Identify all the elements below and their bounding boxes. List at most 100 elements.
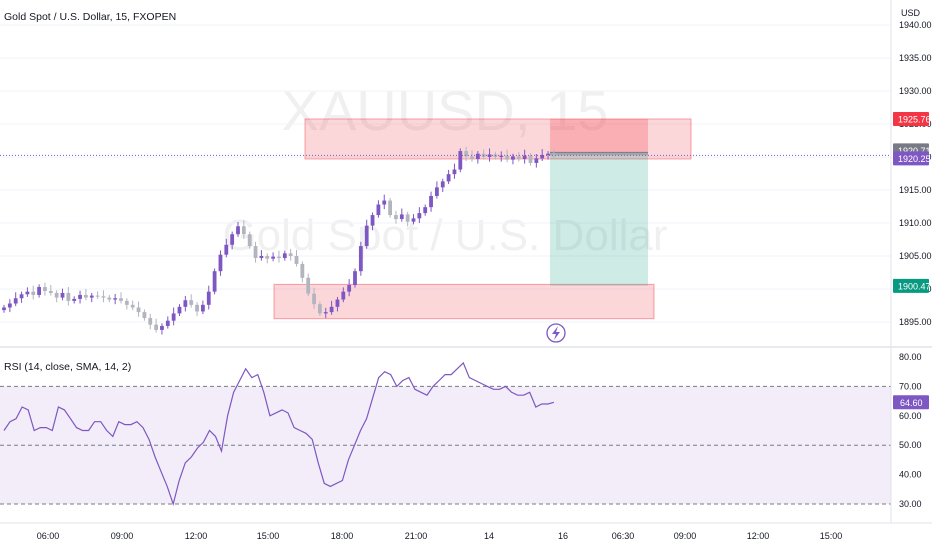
price-tag-label: 1920.25 (898, 154, 931, 164)
price-tick-label: 1915.00 (899, 185, 932, 195)
candle-body (283, 253, 287, 258)
candle-body (412, 218, 416, 221)
candle-body (102, 296, 106, 297)
candle-body (330, 307, 334, 312)
candle-body (359, 246, 363, 271)
candle-body (476, 154, 480, 159)
candle-body (195, 305, 199, 312)
candle-body (8, 304, 12, 308)
candle-body (341, 292, 345, 300)
candle-body (61, 293, 65, 298)
candle-body (113, 298, 117, 299)
time-tick-label: 15:00 (820, 531, 843, 541)
lightning-icon[interactable] (547, 324, 565, 342)
candle-body (336, 300, 340, 307)
price-tag-label: 1925.76 (898, 114, 931, 124)
candle-body (505, 156, 509, 160)
candle-body (499, 156, 503, 157)
candle-body (172, 313, 176, 320)
candle-body (406, 214, 410, 221)
candle-body (207, 292, 211, 305)
time-tick-label: 09:00 (111, 531, 134, 541)
candle-body (429, 196, 433, 207)
candle-body (20, 294, 24, 298)
candle-body (72, 299, 76, 301)
candle-body (517, 156, 521, 159)
rsi-title[interactable]: RSI (14, close, SMA, 14, 2) (4, 361, 131, 373)
time-tick-label: 16 (558, 531, 568, 541)
candle-body (137, 307, 141, 312)
candle-body (312, 294, 316, 305)
price-tick-label: 1930.00 (899, 86, 932, 96)
candle-body (295, 256, 299, 264)
candle-body (213, 271, 217, 291)
rsi-tick-label: 30.00 (899, 499, 922, 509)
time-tick-label: 15:00 (257, 531, 280, 541)
time-tick-label: 06:00 (37, 531, 60, 541)
candle-body (318, 304, 322, 313)
candle-body (453, 170, 457, 175)
candle-body (143, 312, 147, 318)
candle-body (353, 271, 357, 285)
candle-body (394, 215, 398, 219)
candle-body (119, 298, 123, 301)
candle-body (534, 158, 538, 163)
time-axis[interactable]: 06:00 09:00 12:00 15:00 18:00 21:00 14 16 06:30 0… (37, 531, 843, 541)
candle-body (347, 285, 351, 292)
candle-body (66, 293, 70, 301)
candle-body (435, 187, 439, 196)
candle-body (90, 296, 94, 298)
rsi-tick-label: 50.00 (899, 440, 922, 450)
time-tick-label: 09:00 (674, 531, 697, 541)
candle-body (324, 312, 328, 313)
price-tick-label: 1935.00 (899, 53, 932, 63)
price-tags: 1925.761920.711920.251900.47 (893, 112, 931, 293)
candle-body (183, 300, 187, 307)
candle-body (377, 205, 381, 216)
candle-body (131, 305, 135, 308)
candle-body (400, 214, 404, 219)
price-tick-label: 1940.00 (899, 20, 932, 30)
candle-body (96, 296, 100, 297)
price-tick-label: 1905.00 (899, 251, 932, 261)
candle-body (166, 321, 170, 326)
candle-body (371, 215, 375, 226)
candle-body (49, 291, 53, 293)
rsi-tick-label: 60.00 (899, 411, 922, 421)
candle-body (148, 318, 152, 325)
candle-body (271, 257, 275, 259)
candle-body (289, 253, 293, 256)
bullish-zone[interactable] (274, 284, 654, 318)
currency-label: USD (901, 8, 921, 18)
price-tag-label: 1900.47 (898, 281, 931, 291)
candle-body (423, 207, 427, 213)
time-tick-label: 12:00 (747, 531, 770, 541)
candle-body (125, 301, 129, 305)
candle-body (43, 287, 47, 291)
candle-body (2, 307, 6, 310)
candle-body (219, 255, 223, 272)
stop-loss-area[interactable] (550, 119, 648, 152)
candle-body (189, 300, 193, 305)
candle-body (55, 293, 59, 298)
time-tick-label: 18:00 (331, 531, 354, 541)
take-profit-area[interactable] (550, 152, 648, 286)
candle-body (546, 154, 550, 155)
candle-body (14, 298, 18, 303)
time-tick-label: 14 (484, 531, 494, 541)
candle-body (178, 307, 182, 314)
candle-body (254, 246, 258, 258)
rsi-axis[interactable]: 80.00 70.00 60.00 50.00 40.00 30.00 64.60 (893, 352, 929, 509)
candle-body (84, 295, 88, 298)
candle-body (154, 325, 158, 330)
rsi-current-label: 64.60 (900, 398, 923, 408)
time-tick-label: 06:30 (612, 531, 635, 541)
candle-body (224, 245, 228, 255)
candle-body (382, 201, 386, 205)
candle-body (260, 256, 264, 258)
chart-title[interactable]: Gold Spot / U.S. Dollar, 15, FXOPEN (4, 11, 176, 23)
candle-body (417, 213, 421, 218)
candle-body (464, 151, 468, 156)
candle-body (265, 256, 269, 259)
